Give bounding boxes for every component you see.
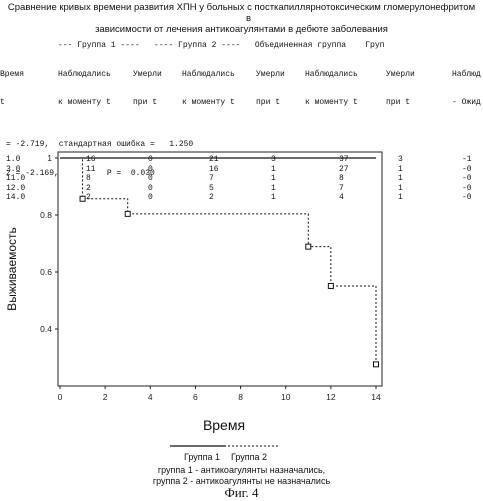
caption-line1: группа 1 - антикоагулянты назначались, xyxy=(0,465,483,475)
table-row: 14.0202141-0 xyxy=(0,193,19,203)
table-header-cell: Время xyxy=(0,70,24,80)
table-header-cell: Умерли xyxy=(386,70,415,80)
table-cell: 3 xyxy=(271,155,276,165)
title-line1-suffix: в xyxy=(246,13,251,24)
table-cell: 3 xyxy=(398,155,403,165)
table-cell: -0 xyxy=(462,174,472,184)
x-tick-label: 10 xyxy=(281,392,291,402)
y-axis-label: Выживаемость xyxy=(5,227,19,311)
x-tick-label: 14 xyxy=(371,392,381,402)
table-cell: 21 xyxy=(209,155,219,165)
table-header-cell: к моменту t xyxy=(182,98,235,108)
table-cell: -0 xyxy=(462,193,472,203)
legend-group1-label: Группа 1 xyxy=(184,452,220,462)
x-tick-label: 6 xyxy=(193,392,198,402)
figure-label: Фиг. 4 xyxy=(0,485,483,501)
chart-title: Сравнение кривых времени развития ХПН у … xyxy=(0,2,483,35)
y-tick-label: 0.4 xyxy=(40,324,52,334)
table-cell: 1 xyxy=(271,165,276,175)
x-tick-label: 4 xyxy=(148,392,153,402)
table-cell: 5 xyxy=(209,184,214,194)
table-cell: 7 xyxy=(209,174,214,184)
table-cell: -1 xyxy=(462,155,472,165)
table-header-cell: Наблюд xyxy=(452,70,481,80)
series-group2-line xyxy=(60,158,376,364)
stats-line2: z = -2.169, P = 0.030 xyxy=(6,169,193,179)
table-cell: 1 xyxy=(398,193,403,203)
x-tick-label: 0 xyxy=(58,392,63,402)
table-cell: 14.0 xyxy=(6,193,25,203)
x-tick-label: 8 xyxy=(238,392,243,402)
table-cell: 1 xyxy=(271,184,276,194)
table-header-row-1: ВремяНаблюдалисьУмерлиНаблюдалисьУмерлиН… xyxy=(0,70,19,80)
table-header-row-2: tк моменту tпри tк моменту tпри tк момен… xyxy=(0,98,19,108)
table-cell: 16 xyxy=(209,165,219,175)
table-header-cell: Наблюдались xyxy=(305,70,358,80)
series-group2-marker xyxy=(125,211,130,216)
table-cell: 27 xyxy=(339,165,349,175)
table-cell: 1 xyxy=(398,165,403,175)
table-header-cell: - Ожид xyxy=(452,98,481,108)
table-cell: 1 xyxy=(271,174,276,184)
table-header-cell: Наблюдались xyxy=(182,70,235,80)
series-group2-marker xyxy=(374,362,379,367)
series-group2-marker xyxy=(306,244,311,249)
table-header-cell: при t xyxy=(386,98,410,108)
table-cell: 37 xyxy=(339,155,349,165)
group-header-text: --- Группа 1 ---- ---- Группа 2 ---- Объ… xyxy=(58,41,384,51)
table-header-cell: Наблюдались xyxy=(58,70,111,80)
x-tick-label: 12 xyxy=(326,392,336,402)
table-cell: 2 xyxy=(209,193,214,203)
table-cell: 1 xyxy=(398,184,403,194)
title-line2: зависимости от лечения антикоагулянтами … xyxy=(0,24,483,35)
title-line1: Сравнение кривых времени развития ХПН у … xyxy=(8,2,475,13)
table-cell: 4 xyxy=(339,193,344,203)
table-header-cell: к моменту t xyxy=(58,98,111,108)
table-cell: 1 xyxy=(271,193,276,203)
x-axis-label: Время xyxy=(203,417,245,433)
table-cell: 0 xyxy=(148,193,153,203)
x-tick-label: 2 xyxy=(103,392,108,402)
series-group2-marker xyxy=(80,196,85,201)
table-cell: 1 xyxy=(398,174,403,184)
table-header-cell: Умерли xyxy=(133,70,162,80)
table-header-cell: t xyxy=(0,98,5,108)
table-cell: -0 xyxy=(462,165,472,175)
table-group-header: --- Группа 1 ---- ---- Группа 2 ---- Объ… xyxy=(0,41,19,51)
y-tick-label: 0.8 xyxy=(40,210,52,220)
table-header-cell: Умерли xyxy=(256,70,285,80)
y-tick-label: 0.6 xyxy=(40,267,52,277)
stats-line1: = -2.719, стандартная ошибка = 1.250 xyxy=(6,140,193,150)
table-header-cell: к моменту t xyxy=(305,98,358,108)
table-cell: -0 xyxy=(462,184,472,194)
legend-group2-label: Группа 2 xyxy=(231,452,267,462)
table-header-cell: при t xyxy=(256,98,280,108)
table-cell: 8 xyxy=(339,174,344,184)
table-cell: 2 xyxy=(86,193,91,203)
table-cell: 7 xyxy=(339,184,344,194)
series-group2-marker xyxy=(328,283,333,288)
test-statistics: = -2.719, стандартная ошибка = 1.250 z =… xyxy=(6,121,193,188)
table-header-cell: при t xyxy=(133,98,157,108)
